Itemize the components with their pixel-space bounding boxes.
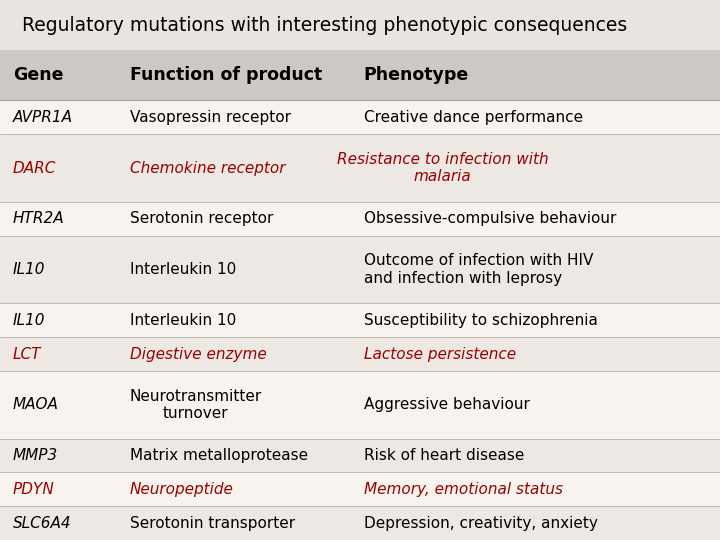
Text: Chemokine receptor: Chemokine receptor xyxy=(130,160,285,176)
Text: Phenotype: Phenotype xyxy=(364,66,469,84)
Text: Memory, emotional status: Memory, emotional status xyxy=(364,482,562,497)
Bar xyxy=(0,100,720,134)
Bar xyxy=(0,337,720,371)
Bar xyxy=(0,506,720,540)
Text: Serotonin receptor: Serotonin receptor xyxy=(130,211,273,226)
Bar xyxy=(0,472,720,506)
Text: MMP3: MMP3 xyxy=(13,448,58,463)
Text: Neuropeptide: Neuropeptide xyxy=(130,482,233,497)
Bar xyxy=(0,438,720,472)
Text: Matrix metalloprotease: Matrix metalloprotease xyxy=(130,448,307,463)
Text: Obsessive-compulsive behaviour: Obsessive-compulsive behaviour xyxy=(364,211,616,226)
Text: Serotonin transporter: Serotonin transporter xyxy=(130,516,294,531)
Text: IL10: IL10 xyxy=(13,313,45,328)
Text: Gene: Gene xyxy=(13,66,63,84)
Text: Risk of heart disease: Risk of heart disease xyxy=(364,448,524,463)
Text: HTR2A: HTR2A xyxy=(13,211,65,226)
Text: Vasopressin receptor: Vasopressin receptor xyxy=(130,110,291,125)
Bar xyxy=(0,50,720,100)
Text: DARC: DARC xyxy=(13,160,56,176)
Bar xyxy=(0,0,720,50)
Text: MAOA: MAOA xyxy=(13,397,59,412)
Text: Outcome of infection with HIV
and infection with leprosy: Outcome of infection with HIV and infect… xyxy=(364,253,593,286)
Text: Interleukin 10: Interleukin 10 xyxy=(130,262,236,277)
Text: Lactose persistence: Lactose persistence xyxy=(364,347,516,362)
Text: Depression, creativity, anxiety: Depression, creativity, anxiety xyxy=(364,516,598,531)
Text: Interleukin 10: Interleukin 10 xyxy=(130,313,236,328)
Text: Resistance to infection with
malaria: Resistance to infection with malaria xyxy=(337,152,549,184)
Text: LCT: LCT xyxy=(13,347,42,362)
Text: Regulatory mutations with interesting phenotypic consequences: Regulatory mutations with interesting ph… xyxy=(22,16,627,35)
Bar xyxy=(0,303,720,337)
Text: PDYN: PDYN xyxy=(13,482,55,497)
Text: IL10: IL10 xyxy=(13,262,45,277)
Bar xyxy=(0,202,720,235)
Bar xyxy=(0,235,720,303)
Text: Function of product: Function of product xyxy=(130,66,322,84)
Text: Neurotransmitter
turnover: Neurotransmitter turnover xyxy=(130,389,262,421)
Text: Aggressive behaviour: Aggressive behaviour xyxy=(364,397,529,412)
Text: SLC6A4: SLC6A4 xyxy=(13,516,71,531)
Bar xyxy=(0,134,720,202)
Bar xyxy=(0,371,720,438)
Text: Creative dance performance: Creative dance performance xyxy=(364,110,582,125)
Text: Digestive enzyme: Digestive enzyme xyxy=(130,347,266,362)
Text: Susceptibility to schizophrenia: Susceptibility to schizophrenia xyxy=(364,313,598,328)
Text: AVPR1A: AVPR1A xyxy=(13,110,73,125)
